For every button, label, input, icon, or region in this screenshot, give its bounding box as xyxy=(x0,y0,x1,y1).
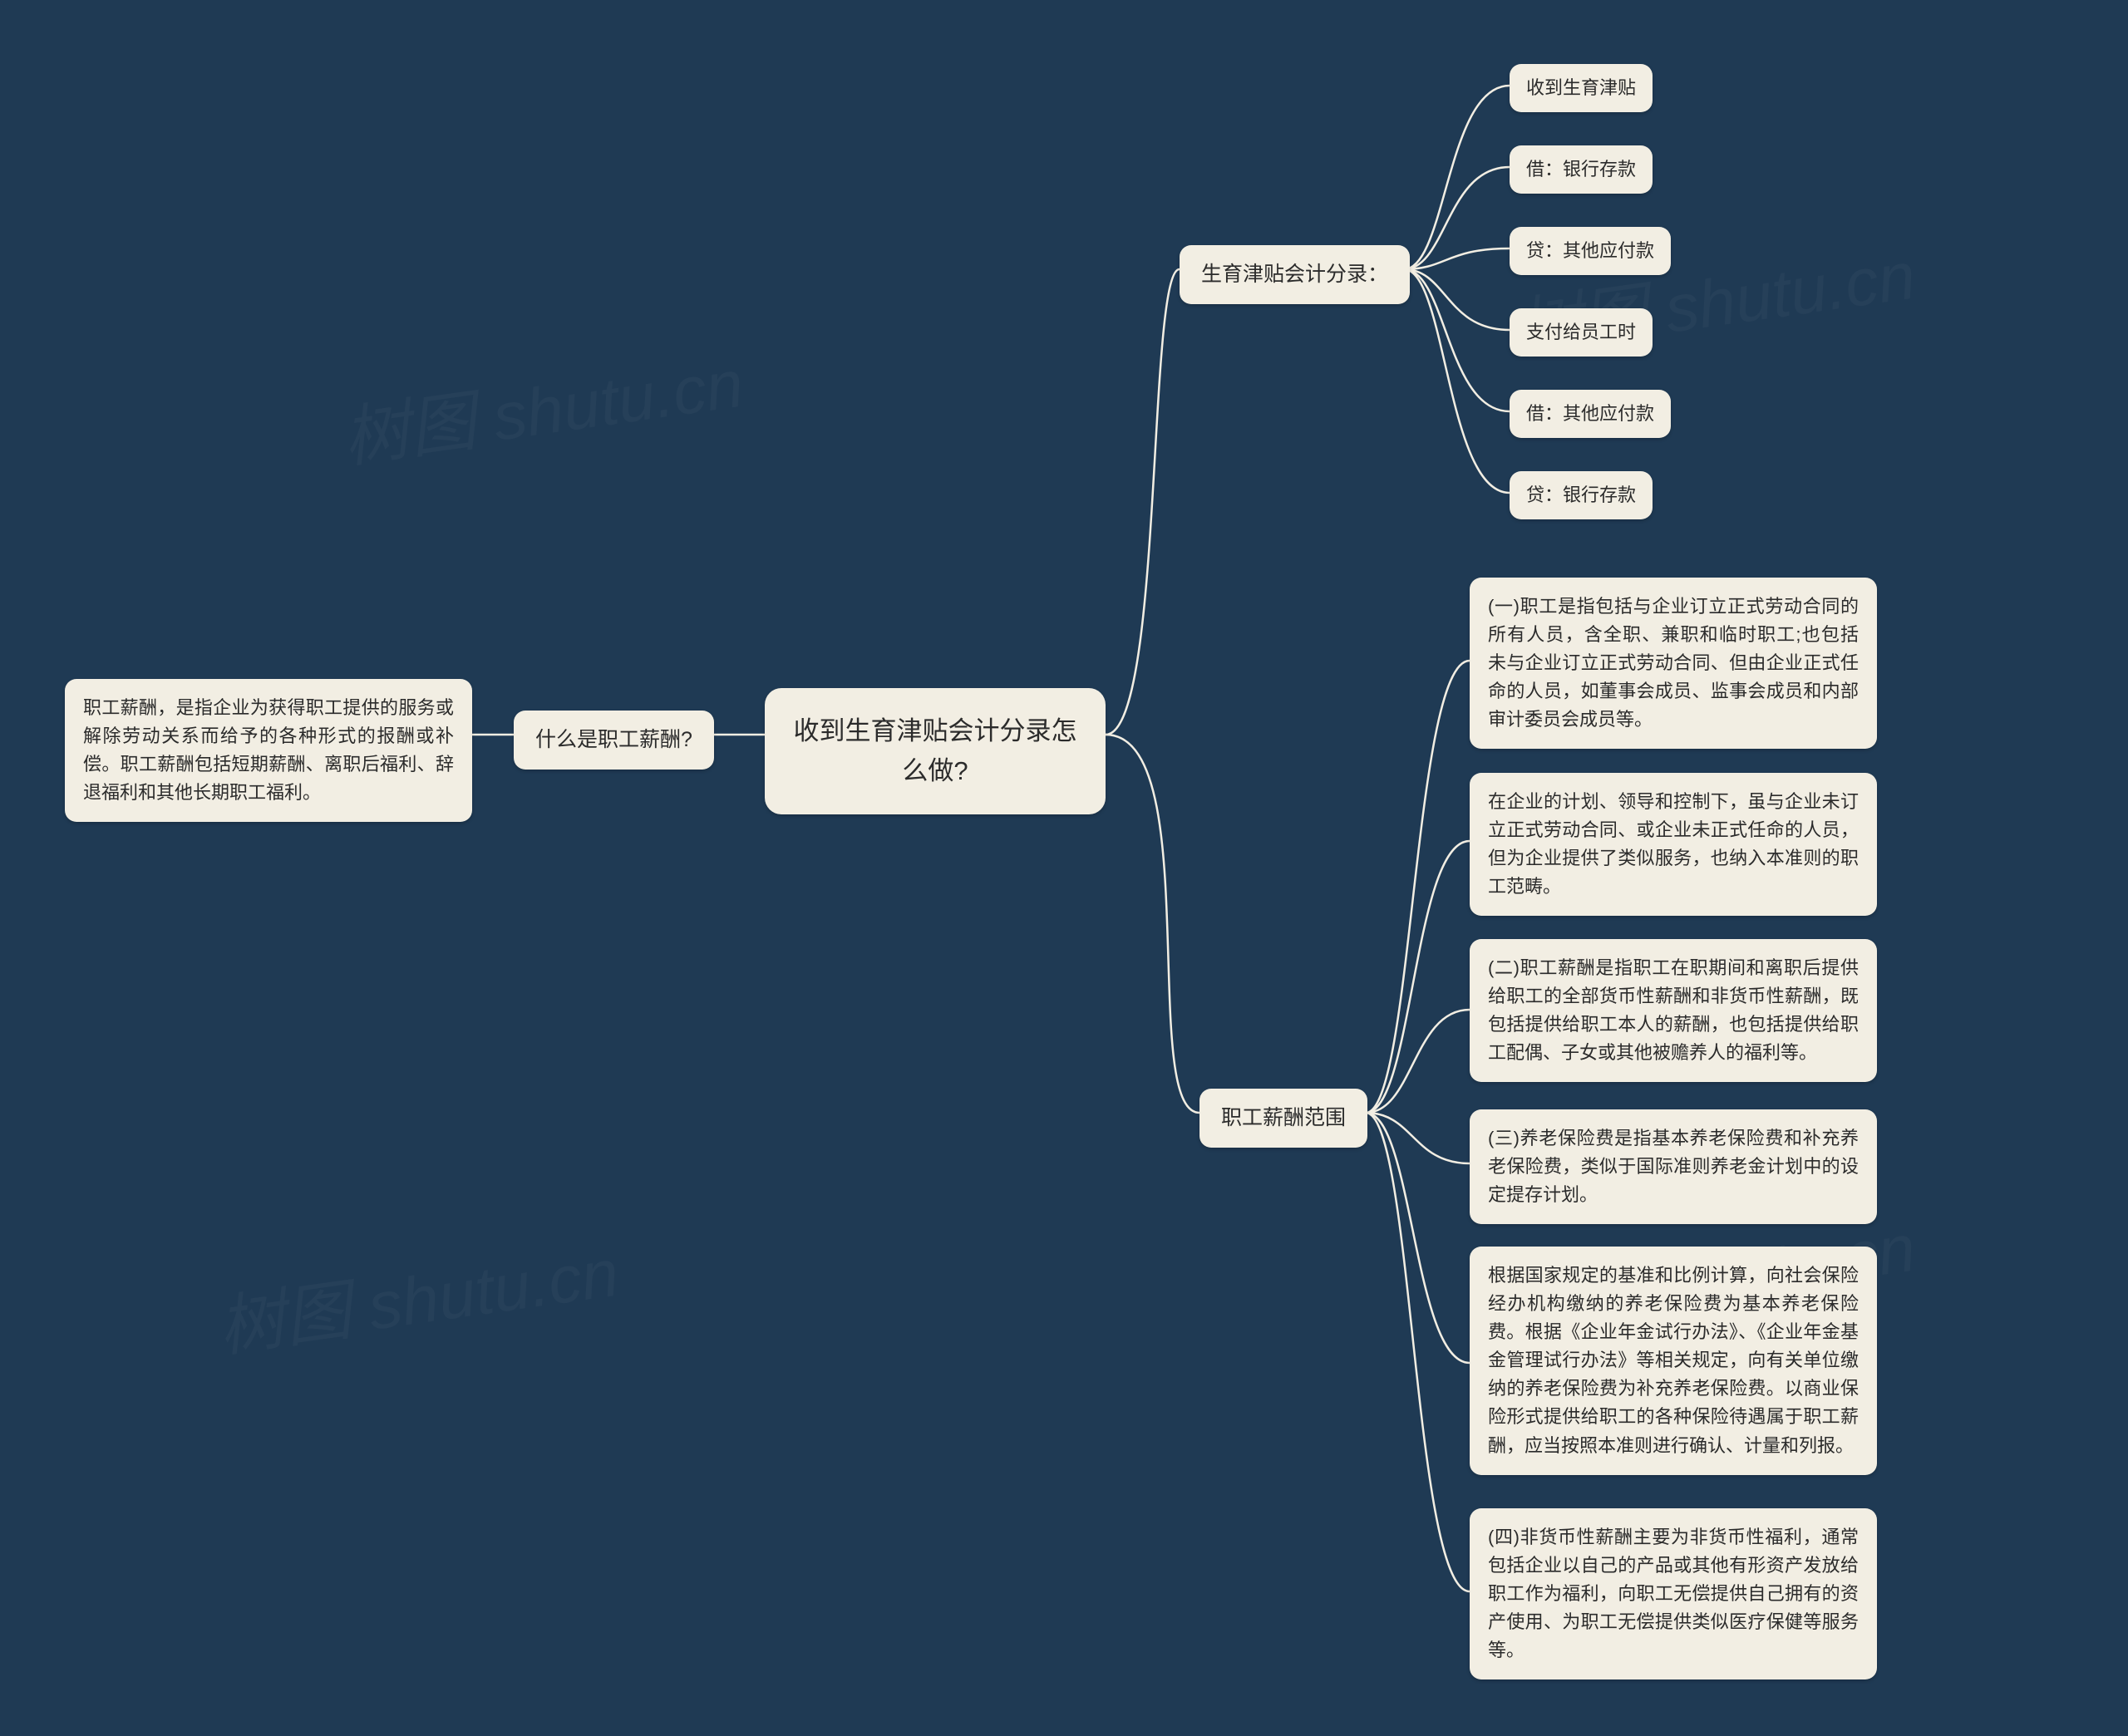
edge xyxy=(1366,1113,1470,1363)
branch-label: 生育津贴会计分录： xyxy=(1201,263,1388,286)
leaf-employee-compensation-definition[interactable]: 职工薪酬，是指企业为获得职工提供的服务或解除劳动关系而给予的各种形式的报酬或补偿… xyxy=(65,679,472,822)
watermark: 树图 shutu.cn xyxy=(336,330,748,481)
edge xyxy=(1404,269,1510,493)
edge xyxy=(1106,735,1199,1113)
edge xyxy=(1366,1113,1470,1163)
leaf-label: (三)养老保险费是指基本养老保险费和补充养老保险费，类似于国际准则养老金计划中的… xyxy=(1488,1128,1859,1205)
edge xyxy=(1366,1113,1470,1591)
leaf-entry-item[interactable]: 借：其他应付款 xyxy=(1510,390,1671,438)
leaf-label: (二)职工薪酬是指职工在职期间和离职后提供给职工的全部货币性薪酬和非货币性薪酬，… xyxy=(1488,957,1859,1063)
edge xyxy=(1404,248,1510,269)
leaf-label: 支付给员工时 xyxy=(1526,322,1636,342)
leaf-label: 借：其他应付款 xyxy=(1526,403,1654,424)
branch-label: 职工薪酬范围 xyxy=(1221,1106,1346,1129)
branch-what-is-employee-compensation[interactable]: 什么是职工薪酬? xyxy=(514,711,714,770)
edge xyxy=(1366,1010,1470,1113)
leaf-label: 借：银行存款 xyxy=(1526,159,1636,180)
leaf-entry-item[interactable]: 贷：银行存款 xyxy=(1510,471,1653,519)
leaf-label: 贷：其他应付款 xyxy=(1526,240,1654,261)
leaf-scope-item[interactable]: 根据国家规定的基准和比例计算，向社会保险经办机构缴纳的养老保险费为基本养老保险费… xyxy=(1470,1247,1877,1475)
leaf-entry-item[interactable]: 收到生育津贴 xyxy=(1510,64,1653,112)
leaf-scope-item[interactable]: 在企业的计划、领导和控制下，虽与企业未订立正式劳动合同、或企业未正式任命的人员，… xyxy=(1470,773,1877,916)
watermark: 树图 shutu.cn xyxy=(211,1219,623,1370)
edge xyxy=(1404,269,1510,330)
edge xyxy=(1106,269,1180,735)
leaf-scope-item[interactable]: (二)职工薪酬是指职工在职期间和离职后提供给职工的全部货币性薪酬和非货币性薪酬，… xyxy=(1470,939,1877,1082)
leaf-scope-item[interactable]: (一)职工是指包括与企业订立正式劳动合同的所有人员，含全职、兼职和临时职工;也包… xyxy=(1470,578,1877,749)
branch-maternity-allowance-entries[interactable]: 生育津贴会计分录： xyxy=(1180,245,1410,304)
leaf-entry-item[interactable]: 贷：其他应付款 xyxy=(1510,227,1671,275)
leaf-label: (一)职工是指包括与企业订立正式劳动合同的所有人员，含全职、兼职和临时职工;也包… xyxy=(1488,596,1859,730)
root-label: 收到生育津贴会计分录怎么做? xyxy=(794,716,1077,785)
branch-employee-compensation-scope[interactable]: 职工薪酬范围 xyxy=(1199,1089,1367,1148)
leaf-label: 贷：银行存款 xyxy=(1526,484,1636,505)
leaf-entry-item[interactable]: 借：银行存款 xyxy=(1510,145,1653,194)
branch-label: 什么是职工薪酬? xyxy=(535,728,692,751)
root-node[interactable]: 收到生育津贴会计分录怎么做? xyxy=(765,688,1106,814)
edge xyxy=(1404,86,1510,269)
leaf-scope-item[interactable]: (三)养老保险费是指基本养老保险费和补充养老保险费，类似于国际准则养老金计划中的… xyxy=(1470,1109,1877,1224)
leaf-scope-item[interactable]: (四)非货币性薪酬主要为非货币性福利，通常包括企业以自己的产品或其他有形资产发放… xyxy=(1470,1508,1877,1679)
leaf-label: (四)非货币性薪酬主要为非货币性福利，通常包括企业以自己的产品或其他有形资产发放… xyxy=(1488,1527,1859,1660)
leaf-label: 职工薪酬，是指企业为获得职工提供的服务或解除劳动关系而给予的各种形式的报酬或补偿… xyxy=(83,697,454,803)
leaf-label: 根据国家规定的基准和比例计算，向社会保险经办机构缴纳的养老保险费为基本养老保险费… xyxy=(1488,1265,1859,1456)
edge xyxy=(1366,661,1470,1113)
edge xyxy=(1404,167,1510,269)
edge xyxy=(1366,841,1470,1113)
leaf-label: 收到生育津贴 xyxy=(1526,77,1636,98)
leaf-label: 在企业的计划、领导和控制下，虽与企业未订立正式劳动合同、或企业未正式任命的人员，… xyxy=(1488,791,1859,897)
edge xyxy=(1404,269,1510,411)
leaf-entry-item[interactable]: 支付给员工时 xyxy=(1510,308,1653,357)
